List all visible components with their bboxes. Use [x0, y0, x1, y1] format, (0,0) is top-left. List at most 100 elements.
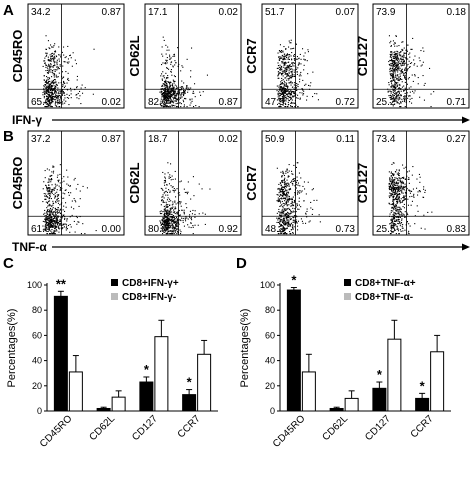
flow-dot — [290, 90, 292, 92]
flow-dot — [296, 216, 298, 218]
flow-dot — [283, 191, 285, 193]
flow-dot — [44, 102, 46, 104]
flow-dot — [170, 94, 172, 96]
flow-dot — [50, 224, 52, 226]
flow-dot — [396, 94, 398, 96]
flow-dot — [177, 87, 179, 89]
flow-dot — [175, 203, 177, 205]
flow-dot — [179, 201, 181, 203]
flow-dot — [396, 65, 398, 67]
flow-dot — [400, 183, 402, 185]
flow-dot — [283, 208, 285, 210]
flow-dot — [294, 91, 296, 93]
flow-dot — [411, 102, 413, 104]
flow-dot — [294, 189, 296, 191]
flow-dot — [51, 102, 53, 104]
flow-dot — [170, 88, 172, 90]
flow-dot — [405, 198, 407, 200]
flow-dot — [191, 98, 193, 100]
flow-dot — [166, 96, 168, 98]
flow-dot — [290, 211, 292, 213]
flow-dot — [61, 51, 63, 53]
flow-dot — [176, 85, 178, 87]
flow-dot — [66, 93, 68, 95]
flow-dot — [392, 221, 394, 223]
flow-dot — [392, 188, 394, 190]
flow-dot — [167, 225, 169, 227]
flow-dot — [181, 96, 183, 98]
flow-dot — [166, 60, 168, 62]
flow-dot — [423, 196, 425, 198]
flow-dot — [402, 71, 404, 73]
flow-dot — [392, 67, 394, 69]
flow-x-axis-arrowhead — [462, 243, 470, 251]
flow-dot — [77, 221, 79, 223]
flow-dot — [397, 187, 399, 189]
flow-dot — [403, 54, 405, 56]
flow-dot — [413, 59, 415, 61]
flow-dot — [288, 90, 290, 92]
flow-dot — [59, 224, 61, 226]
flow-dot — [290, 55, 292, 57]
flow-x-axis-arrowhead — [462, 116, 470, 124]
flow-dot — [52, 219, 54, 221]
flow-dot — [283, 210, 285, 212]
flow-dot — [179, 194, 181, 196]
flow-dot — [280, 232, 282, 234]
flow-dot — [182, 86, 184, 88]
flow-dot — [55, 212, 57, 214]
flow-dot — [43, 89, 45, 91]
flow-dot — [179, 94, 181, 96]
flow-dot — [392, 100, 394, 102]
flow-dot — [406, 68, 408, 70]
flow-dot — [290, 219, 292, 221]
flow-dot — [52, 93, 54, 95]
flow-dot — [394, 62, 396, 64]
flow-dot — [393, 97, 395, 99]
flow-dot — [57, 96, 59, 98]
flow-dot — [283, 59, 285, 61]
flow-dot — [398, 188, 400, 190]
flow-dot — [288, 196, 290, 198]
flow-dot — [394, 87, 396, 89]
flow-dot — [190, 76, 192, 78]
flow-dot — [46, 224, 48, 226]
flow-dot — [282, 227, 284, 229]
flow-dot — [46, 79, 48, 81]
flow-dot — [392, 84, 394, 86]
flow-dot — [50, 92, 52, 94]
flow-dot — [292, 207, 294, 209]
flow-dot — [168, 96, 170, 98]
flow-dot — [295, 187, 297, 189]
flow-dot — [177, 211, 179, 213]
flow-dot — [53, 231, 55, 233]
flow-dot — [294, 208, 296, 210]
flow-dot — [54, 99, 56, 101]
flow-dot — [167, 217, 169, 219]
flow-dot — [278, 200, 280, 202]
flow-dot — [193, 106, 195, 108]
flow-dot — [389, 53, 391, 55]
flow-dot — [51, 220, 53, 222]
flow-dot — [282, 171, 284, 173]
flow-dot — [161, 73, 163, 75]
flow-dot — [394, 177, 396, 179]
quadrant-upper-right-value: 0.02 — [219, 134, 239, 145]
flow-dot — [405, 73, 407, 75]
flow-dot — [391, 59, 393, 61]
flow-dot — [62, 215, 64, 217]
flow-marker-label: CD127 — [355, 36, 370, 76]
flow-dot — [167, 91, 169, 93]
flow-dot — [285, 223, 287, 225]
flow-dot — [60, 196, 62, 198]
flow-dot — [288, 58, 290, 60]
flow-dot — [63, 214, 65, 216]
flow-plot-frame — [372, 130, 470, 236]
flow-dot — [396, 201, 398, 203]
flow-dot — [395, 78, 397, 80]
flow-dot — [45, 89, 47, 91]
flow-dot — [69, 55, 71, 57]
flow-dot — [175, 96, 177, 98]
